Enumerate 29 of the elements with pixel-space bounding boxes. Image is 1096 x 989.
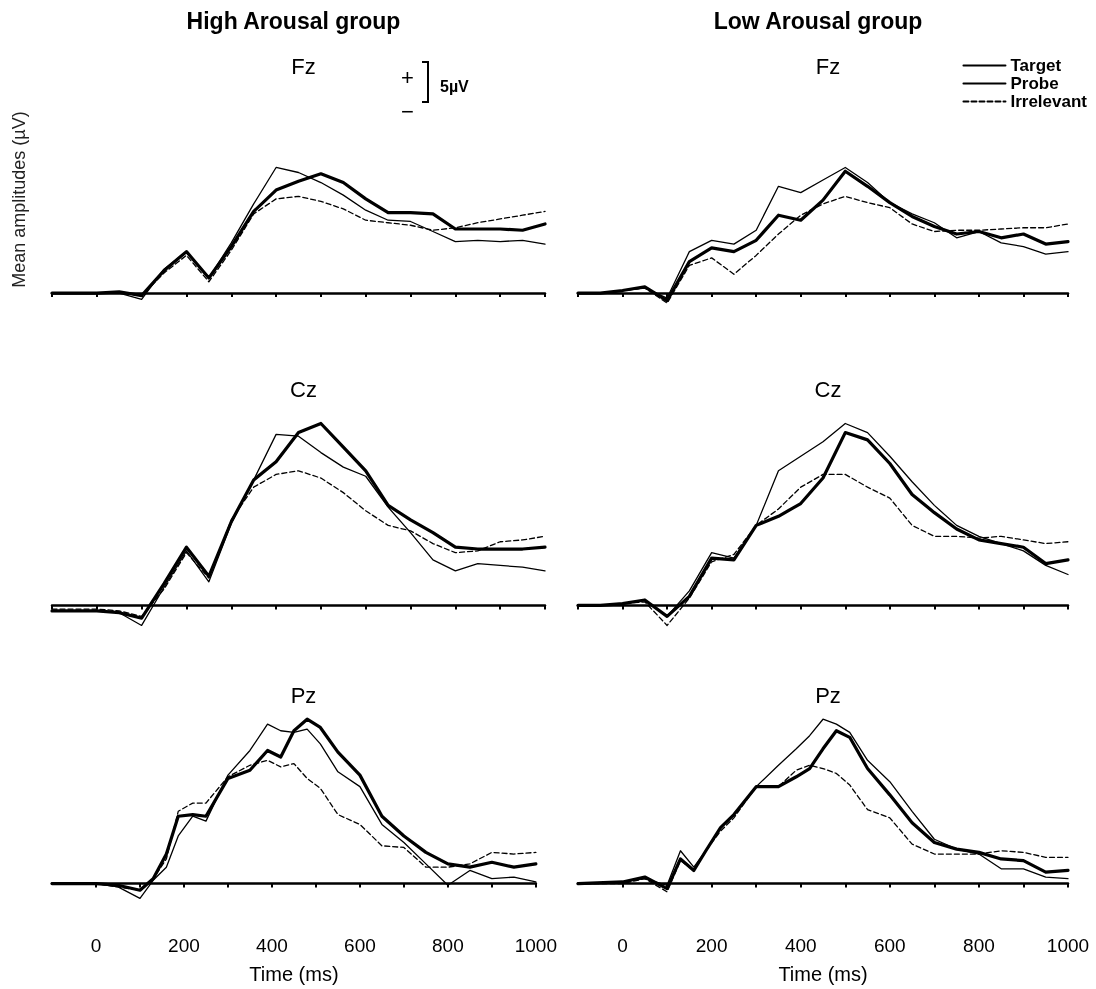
x-tick-label: 600 — [873, 935, 906, 956]
text: + — [401, 64, 414, 90]
x-tick-label: 400 — [256, 935, 288, 956]
x-tick-label: 200 — [695, 935, 728, 956]
text: 5µV — [440, 77, 470, 95]
chart-title: Cz — [814, 376, 842, 402]
x-tick-label: 200 — [168, 935, 200, 956]
chart-subtitle: High Arousal group — [186, 7, 401, 34]
x-axis-title: Time (ms) — [778, 963, 868, 985]
x-tick-label: 1000 — [1046, 935, 1090, 956]
legend-label: Probe — [1010, 74, 1059, 93]
chart-title: Cz — [290, 376, 317, 402]
legend-label: Target — [1010, 56, 1062, 75]
chart-title: Pz — [290, 682, 317, 708]
chart-subtitle: Low Arousal group — [713, 7, 923, 34]
x-tick-label: 600 — [344, 935, 376, 956]
legend-label: Irrelevant — [1010, 92, 1088, 111]
x-tick-label: 400 — [784, 935, 817, 956]
x-tick-label: 800 — [963, 935, 995, 956]
y-axis-title: Mean amplitudes (µV) — [9, 111, 29, 288]
chart-title: Fz — [291, 53, 316, 79]
x-tick-label: 1000 — [514, 935, 558, 956]
chart-title: Fz — [815, 53, 841, 79]
x-tick-label: 800 — [432, 935, 464, 956]
chart-title: Pz — [815, 682, 841, 708]
x-axis-title: Time (ms) — [249, 963, 339, 985]
x-tick-label: 0 — [90, 935, 102, 956]
x-tick-label: 0 — [617, 935, 628, 956]
text: − — [401, 98, 414, 124]
